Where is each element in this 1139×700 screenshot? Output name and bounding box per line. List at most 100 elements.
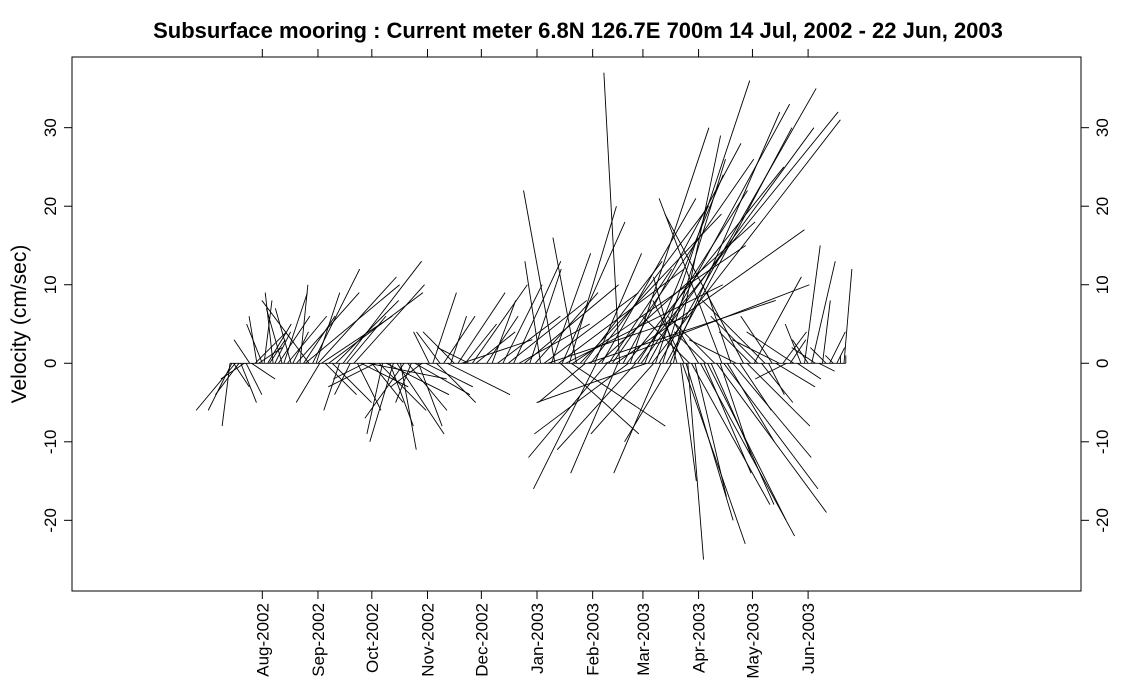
velocity-stick <box>568 206 617 364</box>
y-tick-label: 30 <box>41 118 60 137</box>
velocity-stick <box>658 198 723 364</box>
velocity-stick <box>603 72 621 364</box>
velocity-stick <box>718 331 751 364</box>
velocity-stick <box>364 363 405 419</box>
velocity-stick <box>740 315 773 364</box>
velocity-stick <box>274 331 291 364</box>
y-tick-label: -10 <box>41 430 60 455</box>
velocity-stick <box>791 347 816 364</box>
velocity-stick <box>528 362 608 458</box>
velocity-stick <box>416 331 441 364</box>
y-tick-label-right: -10 <box>1093 430 1112 455</box>
velocity-stick <box>754 362 787 380</box>
velocity-stick <box>507 300 588 364</box>
velocity-stick <box>524 261 542 364</box>
x-tick-label: Apr-2003 <box>690 603 709 673</box>
velocity-stick <box>534 292 599 364</box>
velocity-stick <box>680 363 697 482</box>
y-tick-label: 10 <box>41 275 60 294</box>
velocity-stick <box>626 166 785 364</box>
velocity-stick <box>570 362 666 427</box>
y-axis-left: -20 -10 0 10 20 30 <box>41 118 72 533</box>
velocity-stick <box>674 323 699 364</box>
velocity-stick <box>746 331 794 364</box>
y-tick-label: 20 <box>41 197 60 216</box>
velocity-stick <box>761 362 794 403</box>
velocity-stick <box>669 111 781 364</box>
velocity-stick <box>664 213 744 364</box>
velocity-stick <box>536 362 647 403</box>
velocity-stick <box>552 237 577 364</box>
velocity-stick <box>366 363 384 435</box>
velocity-stick <box>633 111 839 364</box>
velocity-stick <box>328 362 376 388</box>
velocity-stick <box>292 331 309 364</box>
velocity-stick <box>629 127 710 364</box>
velocity-stick <box>414 362 471 396</box>
velocity-stick <box>486 315 519 364</box>
velocity-stick <box>637 190 748 364</box>
velocity-stick <box>651 119 841 364</box>
velocity-stick <box>437 347 469 364</box>
velocity-stick <box>810 347 827 364</box>
velocity-stick <box>703 363 752 474</box>
velocity-stick <box>753 276 802 364</box>
velocity-stick <box>497 315 561 364</box>
velocity-stick <box>457 292 506 364</box>
velocity-stick <box>312 268 361 364</box>
velocity-stick <box>601 198 697 364</box>
velocity-stick <box>450 316 467 364</box>
velocity-stick <box>658 88 817 364</box>
velocity-stick <box>543 292 639 364</box>
y-tick-label-right: 30 <box>1093 118 1112 137</box>
velocity-stick <box>529 268 562 364</box>
velocity-stick <box>360 362 409 388</box>
x-tick-label: May-2003 <box>743 603 762 679</box>
velocity-stick <box>615 229 805 364</box>
velocity-stick <box>674 331 707 364</box>
velocity-stick <box>395 363 412 403</box>
velocity-stick <box>261 300 310 364</box>
velocity-stick <box>685 363 734 521</box>
velocity-stick <box>822 300 831 364</box>
x-axis-bottom: Aug-2002 Sep-2002 Oct-2002 Nov-2002 Dec-2002… <box>253 591 818 679</box>
velocity-stick <box>317 276 397 364</box>
velocity-stick <box>502 284 543 364</box>
y-tick-label-right: 20 <box>1093 197 1112 216</box>
velocity-stick <box>251 362 276 380</box>
y-axis-right: -20 -10 0 10 20 30 <box>1081 118 1112 533</box>
velocity-stick <box>315 292 341 364</box>
velocity-stick <box>550 253 592 364</box>
velocity-stick <box>642 315 690 364</box>
velocity-stick <box>613 363 662 474</box>
velocity-stick <box>533 363 597 490</box>
velocity-stick <box>389 363 414 427</box>
x-axis-top <box>261 49 809 57</box>
velocity-stick <box>775 362 816 388</box>
velocity-stick <box>269 339 286 364</box>
x-tick-label: Nov-2002 <box>418 603 437 677</box>
velocity-stick <box>624 363 673 443</box>
velocity-stick <box>811 261 836 364</box>
velocity-stick <box>739 363 772 411</box>
velocity-stick <box>768 363 785 395</box>
velocity-stick <box>590 205 710 364</box>
velocity-stick <box>221 363 231 427</box>
x-tick-label: Mar-2003 <box>634 603 653 676</box>
velocity-stick <box>701 300 766 364</box>
y-tick-label: 0 <box>41 359 60 368</box>
velocity-stick <box>726 363 775 443</box>
y-tick-label: -20 <box>41 508 60 533</box>
velocity-stick <box>673 135 722 364</box>
velocity-stick <box>491 300 517 364</box>
velocity-stick <box>346 315 387 364</box>
velocity-stick <box>447 362 511 396</box>
velocity-stick <box>475 331 516 364</box>
velocity-stick <box>246 323 263 364</box>
velocity-stick <box>443 315 476 364</box>
y-axis-title: Velocity (cm/sec) <box>8 245 31 404</box>
velocity-stick <box>385 362 450 396</box>
velocity-stick <box>353 284 425 364</box>
velocity-stick <box>396 363 445 435</box>
x-tick-label: Feb-2003 <box>584 603 603 676</box>
